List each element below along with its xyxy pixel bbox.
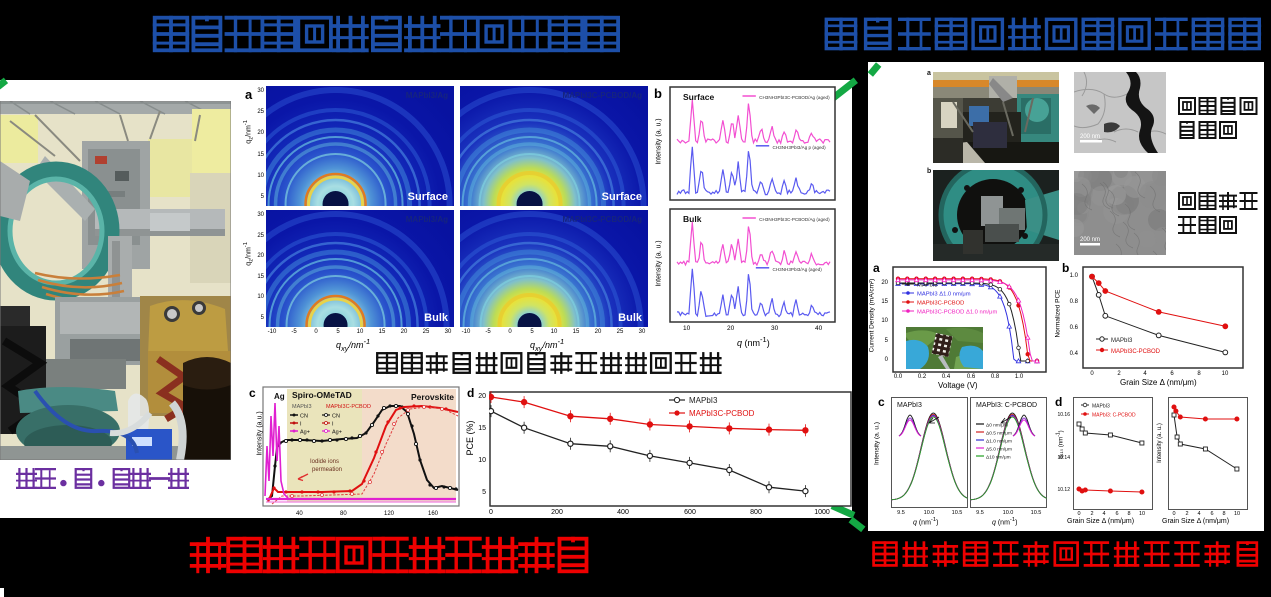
svg-text:Surface: Surface [408,191,448,203]
svg-text:Δ0 nm/μm: Δ0 nm/μm [986,423,1008,429]
svg-text:MAPbI3C-PCBOD: MAPbI3C-PCBOD [1111,349,1161,355]
svg-text:MAPbI3: MAPbI3 [897,402,922,409]
svg-text:MAPbI3 Δ1.0 nm/μm: MAPbI3 Δ1.0 nm/μm [917,292,971,298]
svg-text:Surface: Surface [683,92,714,102]
svg-text:MAPbI3/Ag: MAPbI3/Ag [406,91,448,100]
svg-text:CH3NH3PbI3C-PCBOD/Ag (aged): CH3NH3PbI3C-PCBOD/Ag (aged) [759,217,830,222]
svg-text:I: I [300,422,302,428]
svg-text:Bulk: Bulk [683,214,702,224]
svg-text:permeation: permeation [312,467,342,473]
svg-text:I: I [332,422,334,428]
svg-text:Iodide ions: Iodide ions [310,459,339,465]
svg-text:Ag: Ag [274,392,285,401]
svg-text:Δ0.5 nm/μm: Δ0.5 nm/μm [986,431,1012,437]
svg-text:Ag+: Ag+ [300,430,310,436]
svg-text:MAPbI3C-PCBOD/Ag: MAPbI3C-PCBOD/Ag [562,215,642,224]
svg-text:Δ1.0 nm/μm: Δ1.0 nm/μm [986,439,1012,445]
svg-text:Bulk: Bulk [424,312,449,324]
svg-text:CN: CN [332,414,340,420]
svg-text:CH3NH3PbI3C-PCBOD/Ag (aged): CH3NH3PbI3C-PCBOD/Ag (aged) [759,95,830,100]
svg-text:MAPbI3: MAPbI3 [292,404,312,410]
svg-text:CH3NH3PbI3/Ag (aged): CH3NH3PbI3/Ag (aged) [773,267,823,272]
svg-text:MAPbI3: MAPbI3 [1092,404,1110,410]
svg-text:CN: CN [300,414,308,420]
svg-text:CH3NH3PbI3/Ag p (aged): CH3NH3PbI3/Ag p (aged) [773,145,827,150]
svg-text:200 nm: 200 nm [1080,237,1100,243]
svg-text:Surface: Surface [602,191,642,203]
svg-text:MAPbI3: C-PCBOD: MAPbI3: C-PCBOD [976,402,1037,409]
svg-text:MAPbI3C-PCBOD Δ1.0 nm/μm: MAPbI3C-PCBOD Δ1.0 nm/μm [917,310,998,316]
svg-text:MAPbI3: C-PCBOD: MAPbI3: C-PCBOD [1092,413,1136,419]
svg-text:Bulk: Bulk [618,312,643,324]
svg-text:Δ10 nm/μm: Δ10 nm/μm [986,455,1011,461]
svg-text:Ag+: Ag+ [332,430,342,436]
svg-text:Spiro-OMeTAD: Spiro-OMeTAD [292,390,352,400]
svg-text:MAPbI3: MAPbI3 [1111,338,1133,344]
svg-text:MAPbI3C-PCBOD: MAPbI3C-PCBOD [689,409,755,418]
svg-text:MAPbI3: MAPbI3 [689,396,718,405]
svg-text:MAPbI3C-PCBOD: MAPbI3C-PCBOD [917,301,964,307]
svg-text:MAPbI3: MAPbI3 [917,283,938,289]
svg-text:MAPbI3C-PCBOD: MAPbI3C-PCBOD [326,404,371,410]
svg-text:Δ5.0 nm/μm: Δ5.0 nm/μm [986,447,1012,453]
svg-text:200 nm: 200 nm [1080,134,1100,140]
svg-text:Perovskite: Perovskite [411,392,454,402]
svg-text:MAPbI3/Ag: MAPbI3/Ag [406,215,448,224]
svg-text:MAPbI3C-PCBOD/Ag: MAPbI3C-PCBOD/Ag [562,91,642,100]
